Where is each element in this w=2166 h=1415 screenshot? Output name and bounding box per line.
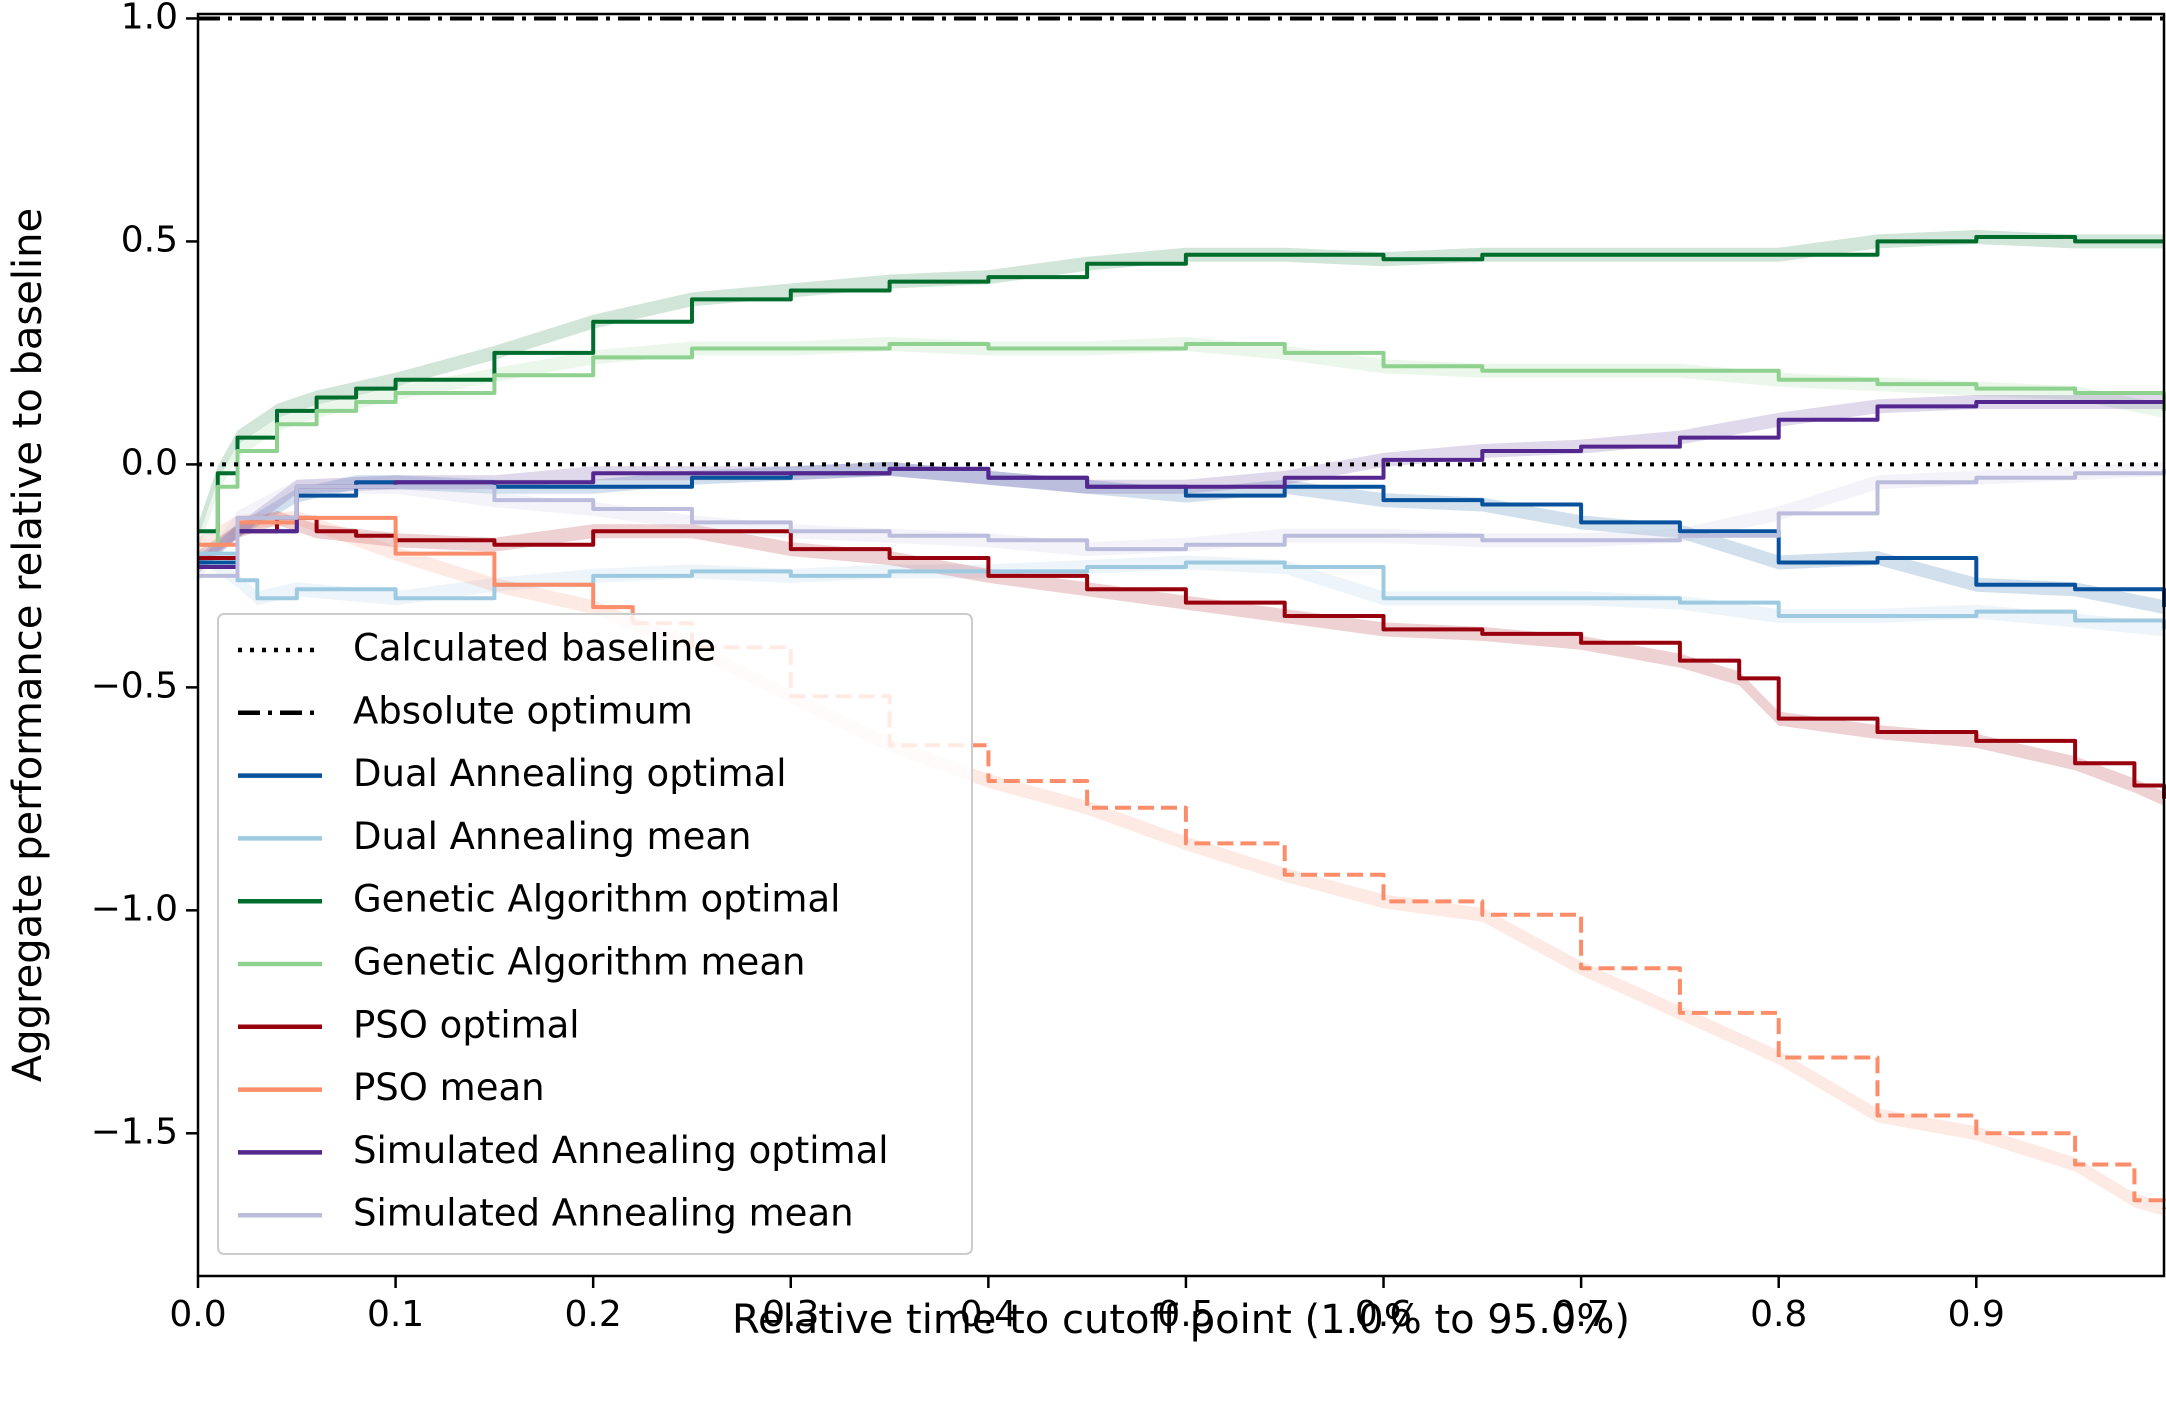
line-genetic-algorithm-optimal — [198, 235, 2164, 534]
line-pso-mean-dashed — [632, 621, 2166, 1210]
line-genetic-algorithm-mean — [198, 342, 2166, 547]
y-axis: 1.0 0.5 0.0 −0.5 −1.0 −1.5 — [91, 0, 198, 1152]
x-tick-label: 0.4 — [960, 1294, 1017, 1335]
line-pso-optimal — [198, 515, 2166, 799]
legend-label-absolute-optimum: Absolute optimum — [353, 689, 693, 732]
plot-frame — [196, 12, 2166, 1278]
x-tick-label: 0.6 — [1355, 1294, 1412, 1335]
y-tick-label: 1.0 — [121, 0, 178, 37]
line-simulated-annealing-optimal — [198, 400, 2164, 569]
legend-label-simulated-annealing-mean: Simulated Annealing mean — [353, 1192, 854, 1235]
x-tick-label: 0.7 — [1552, 1294, 1609, 1335]
series-lines — [198, 235, 2166, 1210]
y-tick-label: 0.0 — [121, 442, 178, 483]
y-tick-label: 0.5 — [121, 219, 178, 260]
y-axis-label: Aggregate performance relative to baseli… — [5, 208, 51, 1082]
x-tick-label: 0.0 — [169, 1294, 226, 1335]
x-axis-label: Relative time to cutoff point (1.0% to 9… — [732, 1297, 1630, 1343]
x-tick-label: 0.2 — [565, 1294, 622, 1335]
band-dual-annealing-mean — [198, 546, 2164, 637]
legend-box — [217, 613, 973, 1255]
y-tick-label: −1.0 — [91, 888, 178, 929]
x-tick-label: 0.5 — [1157, 1294, 1214, 1335]
x-tick-label: 0.9 — [1948, 1294, 2005, 1335]
legend-label-dual-annealing-optimal: Dual Annealing optimal — [353, 752, 786, 795]
x-tick-label: 0.1 — [367, 1294, 424, 1335]
x-tick-label: 0.8 — [1750, 1294, 1807, 1335]
band-simulated-annealing-mean — [198, 461, 2164, 583]
legend-label-genetic-algorithm-mean: Genetic Algorithm mean — [353, 941, 805, 984]
line-dual-annealing-mean — [198, 551, 2166, 630]
x-axis: 0.0 0.1 0.2 0.3 0.4 0.5 0.6 0.7 0.8 0.9 — [169, 1276, 2005, 1335]
legend-label-calculated-baseline: Calculated baseline — [353, 627, 716, 670]
legend: Calculated baseline Absolute optimum Dual … — [217, 613, 973, 1255]
legend-label-pso-mean: PSO mean — [353, 1066, 545, 1109]
band-simulated-annealing-optimal — [198, 395, 2164, 574]
legend-label-simulated-annealing-optimal: Simulated Annealing optimal — [353, 1129, 889, 1172]
legend-label-dual-annealing-mean: Dual Annealing mean — [353, 815, 752, 858]
line-simulated-annealing-mean — [198, 468, 2166, 578]
y-tick-label: −0.5 — [91, 665, 178, 706]
legend-label-genetic-algorithm-optimal: Genetic Algorithm optimal — [353, 878, 840, 921]
x-tick-label: 0.3 — [762, 1294, 819, 1335]
y-tick-label: −1.5 — [91, 1111, 178, 1152]
reference-lines — [198, 16, 2164, 467]
legend-label-pso-optimal: PSO optimal — [353, 1003, 580, 1046]
band-dual-annealing-optimal — [198, 461, 2164, 615]
